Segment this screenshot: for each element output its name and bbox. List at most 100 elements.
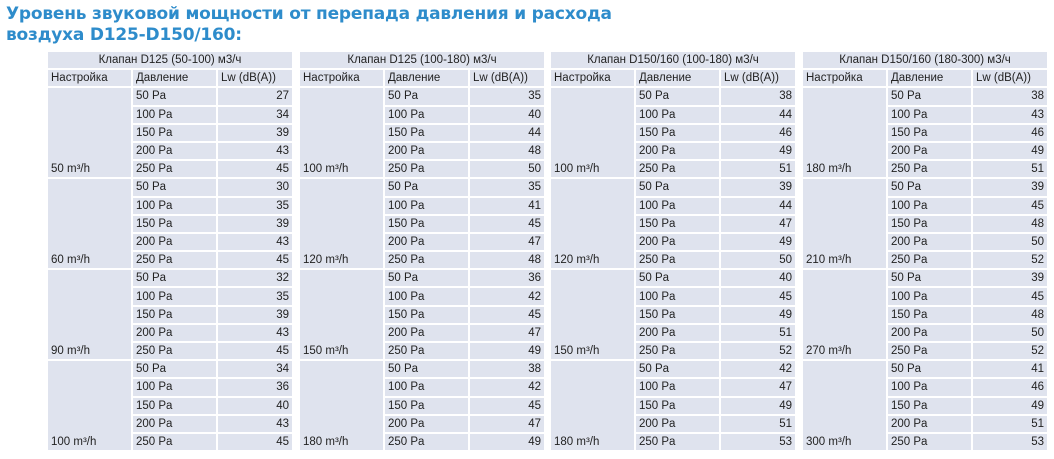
table-row: 150 Pa 45	[300, 397, 544, 414]
table-row: 150 Pa 45	[300, 306, 544, 323]
lw-cell: 47	[721, 215, 795, 232]
table-row: 100 Pa 41	[300, 197, 544, 214]
table-row: 210 m³/h 50 Pa 39	[803, 179, 1047, 269]
pressure-cell: 50 Pa	[385, 361, 468, 378]
lw-cell: 44	[721, 106, 795, 123]
pressure-cell: 100 Pa	[385, 197, 468, 214]
setting-cell: 90 m³/h	[48, 270, 131, 360]
pressure-cell: 50 Pa	[133, 270, 216, 287]
lw-cell: 36	[470, 270, 544, 287]
lw-cell: 39	[218, 124, 292, 141]
table-row: 100 Pa 34	[48, 106, 292, 123]
table-row: 150 m³/h 50 Pa 40	[551, 270, 795, 360]
table-row: 150 Pa 49	[803, 397, 1047, 414]
pressure-cell: 250 Pa	[385, 161, 468, 178]
lw-cell: 46	[721, 124, 795, 141]
table-caption-row: Клапан D150/160 (100-180) м3/ч	[551, 52, 795, 69]
column-header-lw: Lw (dB(A))	[721, 70, 795, 87]
setting-cell: 60 m³/h	[48, 179, 131, 269]
table-row: 100 Pa 40	[300, 106, 544, 123]
lw-cell: 38	[470, 361, 544, 378]
pressure-cell: 150 Pa	[636, 397, 719, 414]
table-row: 120 m³/h 50 Pa 35	[300, 179, 544, 269]
pressure-cell: 250 Pa	[133, 343, 216, 360]
column-header-row: Настройка Давление Lw (dB(A))	[803, 70, 1047, 87]
lw-cell: 42	[470, 379, 544, 396]
pressure-cell: 100 Pa	[385, 288, 468, 305]
pressure-cell: 250 Pa	[385, 433, 468, 451]
setting-cell: 50 m³/h	[48, 88, 131, 178]
pressure-cell: 100 Pa	[385, 106, 468, 123]
table-caption-row: Клапан D125 (50-100) м3/ч	[48, 52, 292, 69]
table-row: 100 Pa 45	[551, 288, 795, 305]
lw-cell: 49	[973, 397, 1047, 414]
lw-cell: 45	[721, 288, 795, 305]
lw-cell: 46	[973, 124, 1047, 141]
lw-cell: 39	[721, 179, 795, 196]
pressure-cell: 50 Pa	[636, 88, 719, 105]
table-row: 200 Pa 47	[300, 233, 544, 251]
pressure-cell: 150 Pa	[888, 215, 971, 232]
table-row: 250 Pa 53	[551, 433, 795, 451]
table-row: 250 Pa 51	[551, 161, 795, 178]
table-row: 150 Pa 49	[551, 306, 795, 323]
lw-cell: 49	[470, 343, 544, 360]
lw-cell: 49	[721, 142, 795, 160]
pressure-cell: 150 Pa	[636, 215, 719, 232]
lw-cell: 45	[218, 343, 292, 360]
pressure-cell: 200 Pa	[888, 324, 971, 341]
table-row: 100 Pa 47	[551, 379, 795, 396]
lw-cell: 43	[218, 415, 292, 432]
table-caption: Клапан D150/160 (180-300) м3/ч	[803, 52, 1047, 69]
setting-cell: 150 m³/h	[551, 270, 634, 360]
lw-cell: 44	[470, 124, 544, 141]
pressure-cell: 150 Pa	[133, 124, 216, 141]
lw-cell: 49	[721, 306, 795, 323]
lw-cell: 45	[973, 197, 1047, 214]
table-row: 150 Pa 40	[48, 397, 292, 414]
table-row: 250 Pa 50	[300, 161, 544, 178]
pressure-cell: 100 Pa	[133, 379, 216, 396]
lw-cell: 39	[218, 215, 292, 232]
sound-power-table: Клапан D150/160 (180-300) м3/ч Настройка Д…	[801, 50, 1049, 452]
lw-cell: 46	[973, 379, 1047, 396]
pressure-cell: 50 Pa	[636, 270, 719, 287]
lw-cell: 52	[973, 343, 1047, 360]
lw-cell: 45	[973, 288, 1047, 305]
column-header-row: Настройка Давление Lw (dB(A))	[551, 70, 795, 87]
lw-cell: 51	[973, 415, 1047, 432]
table-row: 200 Pa 51	[803, 415, 1047, 432]
pressure-cell: 150 Pa	[133, 215, 216, 232]
setting-cell: 100 m³/h	[48, 361, 131, 451]
lw-cell: 48	[973, 215, 1047, 232]
table-row: 200 Pa 49	[551, 142, 795, 160]
table-row: 100 m³/h 50 Pa 38	[551, 88, 795, 178]
lw-cell: 49	[973, 142, 1047, 160]
pressure-cell: 50 Pa	[888, 361, 971, 378]
pressure-cell: 200 Pa	[385, 233, 468, 251]
table-row: 150 Pa 45	[300, 215, 544, 232]
pressure-cell: 100 Pa	[133, 288, 216, 305]
table-row: 250 Pa 45	[48, 343, 292, 360]
table-row: 250 Pa 50	[551, 252, 795, 269]
table-row: 120 m³/h 50 Pa 39	[551, 179, 795, 269]
pressure-cell: 200 Pa	[133, 324, 216, 341]
pressure-cell: 250 Pa	[636, 161, 719, 178]
table-row: 100 Pa 44	[551, 106, 795, 123]
lw-cell: 38	[721, 88, 795, 105]
lw-cell: 45	[470, 306, 544, 323]
page-title: Уровень звуковой мощности от перепада да…	[6, 4, 612, 46]
lw-cell: 48	[470, 142, 544, 160]
table-row: 50 m³/h 50 Pa 27	[48, 88, 292, 178]
pressure-cell: 150 Pa	[133, 306, 216, 323]
column-header-setting: Настройка	[551, 70, 634, 87]
pressure-cell: 100 Pa	[133, 197, 216, 214]
lw-cell: 41	[470, 197, 544, 214]
lw-cell: 47	[721, 379, 795, 396]
table-row: 100 m³/h 50 Pa 34	[48, 361, 292, 451]
lw-cell: 43	[973, 106, 1047, 123]
lw-cell: 35	[470, 179, 544, 196]
lw-cell: 38	[973, 88, 1047, 105]
table-row: 150 Pa 49	[551, 397, 795, 414]
pressure-cell: 250 Pa	[888, 433, 971, 451]
